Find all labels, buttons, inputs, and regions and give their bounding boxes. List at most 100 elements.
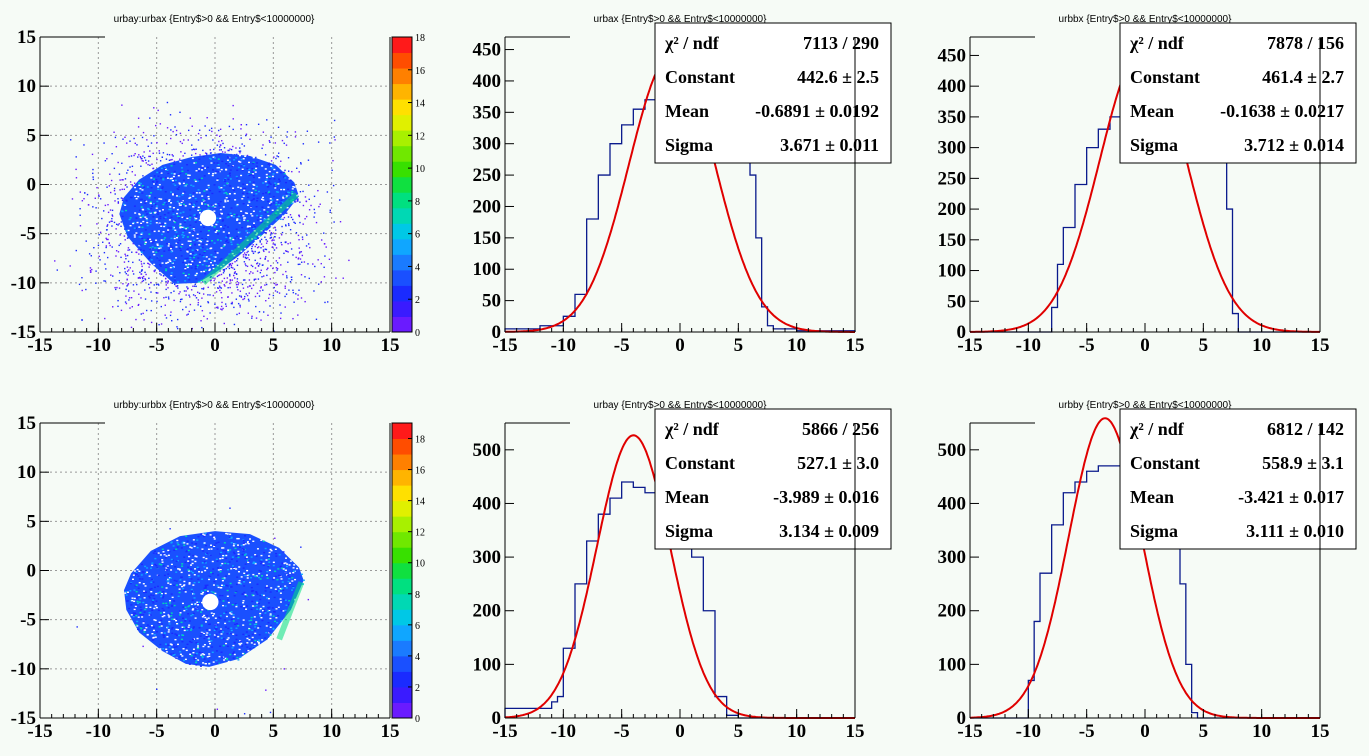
density-cell [179, 249, 182, 252]
density-cell [180, 246, 183, 248]
scatter-point [309, 246, 311, 249]
scatter-point [264, 257, 266, 260]
density-cell [169, 247, 172, 250]
density-cell [209, 534, 212, 536]
density-cell [184, 618, 187, 620]
density-cell [181, 585, 184, 588]
density-cell [242, 203, 245, 205]
density-cell [230, 207, 233, 209]
density-cell [282, 589, 285, 591]
scatter-point [191, 125, 193, 127]
density-cell [288, 576, 291, 578]
scatter-point [87, 204, 90, 206]
density-cell [153, 183, 156, 185]
density-cell [187, 627, 190, 629]
density-cell [268, 569, 271, 572]
density-cell [219, 200, 222, 203]
density-cell [156, 247, 159, 249]
density-cell [153, 178, 156, 180]
density-cell [165, 267, 168, 269]
density-cell [247, 196, 250, 199]
density-cell [204, 585, 207, 588]
density-cell [221, 562, 224, 565]
density-cell [208, 656, 211, 659]
density-cell [143, 186, 146, 188]
density-cell [151, 639, 154, 641]
scatter-point [222, 307, 224, 310]
density-cell [198, 253, 201, 256]
density-cell [192, 626, 195, 628]
scatter-point [170, 159, 172, 161]
density-cell [189, 256, 192, 259]
density-cell [262, 229, 265, 232]
scatter-point [276, 283, 279, 286]
scatter-point [89, 271, 92, 273]
density-cell [222, 644, 225, 647]
scatter-point [267, 267, 269, 269]
x-tick-label: 0 [1140, 335, 1150, 356]
scatter-point [128, 249, 131, 251]
density-cell [199, 247, 202, 249]
scatter-point [145, 162, 148, 164]
density-cell [183, 584, 186, 586]
density-cell [224, 622, 227, 625]
density-cell [204, 544, 207, 547]
scatter-point [171, 320, 173, 322]
scatter-point [287, 242, 289, 245]
scatter-point [163, 296, 165, 299]
density-cell [182, 541, 185, 543]
scatter-point [284, 241, 287, 243]
density-cell [181, 565, 184, 567]
density-cell [291, 573, 294, 575]
density-cell [188, 605, 191, 607]
scatter-point [288, 224, 290, 227]
scatter-point [96, 223, 98, 225]
scatter-point [207, 301, 210, 304]
density-cell [204, 203, 207, 205]
density-cell [193, 256, 196, 259]
scatter-point [274, 229, 277, 231]
density-cell [227, 216, 230, 218]
density-cell [200, 654, 203, 656]
density-cell [220, 186, 223, 189]
density-cell [239, 644, 242, 646]
density-cell [155, 600, 158, 602]
density-cell [219, 553, 222, 555]
density-cell [183, 629, 186, 632]
density-cell [209, 554, 212, 556]
density-cell [219, 570, 222, 573]
density-cell [187, 276, 190, 279]
density-cell [253, 629, 256, 632]
density-cell [171, 262, 174, 264]
density-cell [172, 584, 175, 586]
density-cell [194, 180, 197, 183]
density-cell [219, 208, 222, 211]
density-cell [265, 574, 268, 576]
scatter-point [126, 172, 128, 174]
density-cell [156, 243, 159, 245]
scatter-point [181, 298, 183, 300]
scatter-point [198, 129, 201, 131]
stats-box-frame [654, 408, 892, 550]
scatter-point [304, 300, 306, 303]
density-cell [181, 602, 184, 605]
scatter-point [158, 323, 160, 326]
density-cell [145, 217, 148, 220]
density-cell [140, 233, 143, 235]
density-cell [171, 626, 174, 629]
density-cell [180, 547, 183, 549]
scatter-point [227, 296, 229, 298]
density-cell [136, 233, 139, 236]
density-cell [272, 202, 275, 204]
density-cell [162, 203, 165, 206]
density-cell [218, 213, 221, 216]
density-cell [251, 171, 254, 174]
density-cell [171, 648, 174, 650]
density-cell [226, 216, 229, 219]
density-cell [193, 581, 196, 584]
scatter-point [172, 155, 174, 157]
scatter-point [229, 275, 231, 277]
scatter-point [131, 185, 134, 187]
density-cell [187, 560, 190, 562]
density-cell [238, 180, 241, 182]
